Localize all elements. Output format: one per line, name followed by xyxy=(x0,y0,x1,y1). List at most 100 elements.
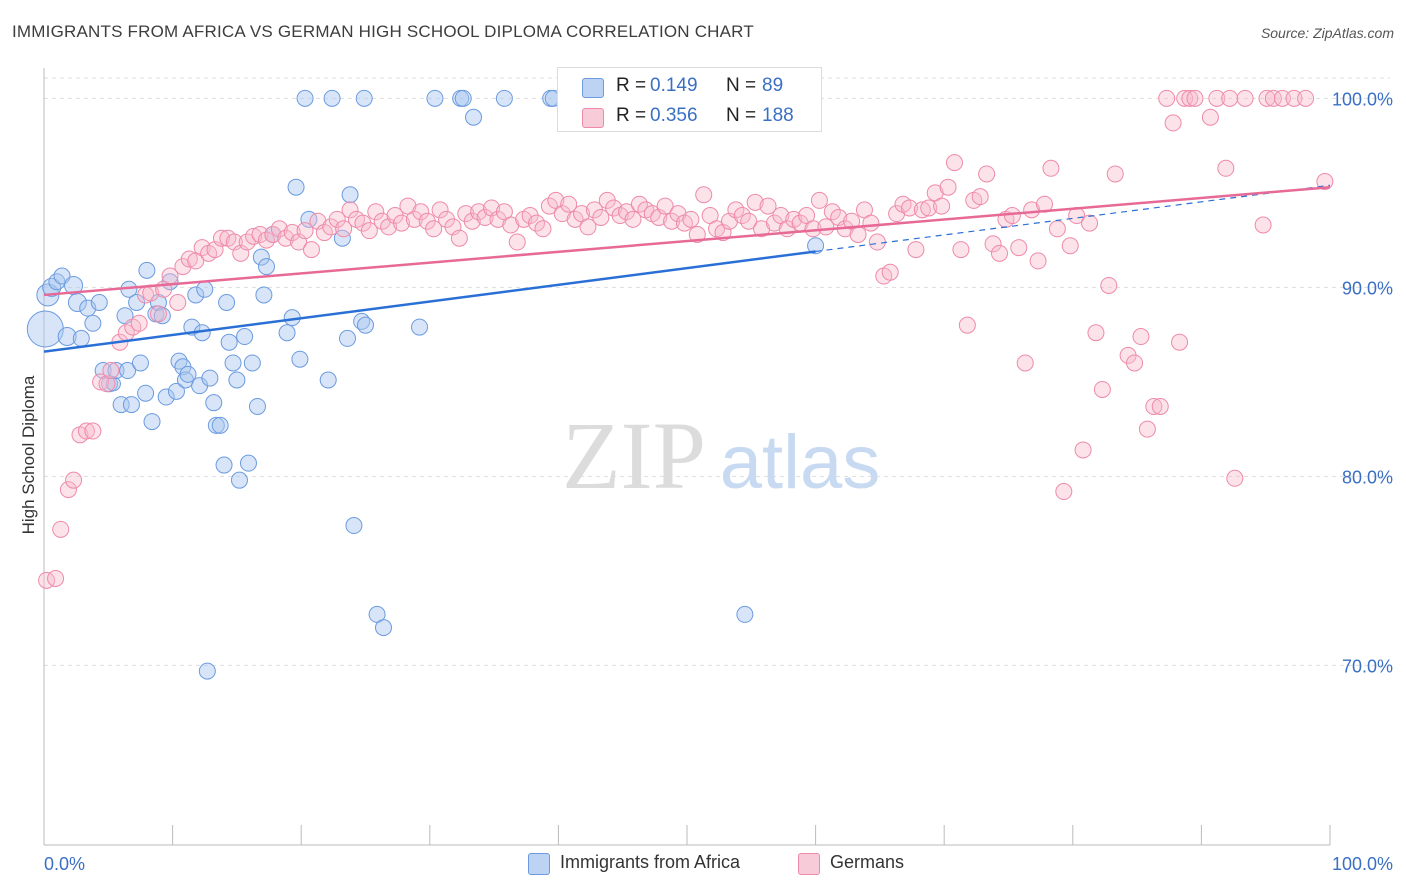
point-immigrants-from-africa xyxy=(201,369,219,387)
point-germans xyxy=(1158,89,1176,107)
point-germans xyxy=(881,263,899,281)
bottom-legend-label-africa: Immigrants from Africa xyxy=(560,852,741,872)
point-germans xyxy=(270,220,288,238)
point-germans xyxy=(283,224,301,242)
point-germans xyxy=(1138,420,1156,438)
point-germans xyxy=(180,250,198,268)
point-immigrants-from-africa xyxy=(119,362,137,380)
point-germans xyxy=(630,195,648,213)
point-immigrants-from-africa xyxy=(105,376,121,392)
point-immigrants-from-africa xyxy=(215,456,233,474)
point-germans xyxy=(425,220,443,238)
point-immigrants-from-africa xyxy=(411,318,429,336)
point-germans xyxy=(688,225,706,243)
point-immigrants-from-africa xyxy=(107,362,125,380)
point-germans xyxy=(47,569,65,587)
point-germans xyxy=(669,205,687,223)
point-germans xyxy=(77,422,95,440)
point-germans xyxy=(1217,159,1235,177)
point-immigrants-from-africa xyxy=(243,354,261,372)
point-germans xyxy=(933,197,951,215)
point-germans xyxy=(592,208,610,226)
point-germans xyxy=(695,186,713,204)
point-immigrants-from-africa xyxy=(239,454,257,472)
point-immigrants-from-africa xyxy=(220,333,238,351)
point-immigrants-from-africa xyxy=(57,327,77,347)
trend-line-africa-extension xyxy=(815,184,1331,253)
point-immigrants-from-africa xyxy=(84,314,102,332)
watermark-zip: ZIP xyxy=(562,402,706,509)
point-germans xyxy=(1236,89,1254,107)
point-germans xyxy=(753,220,771,238)
point-germans xyxy=(341,201,359,219)
legend-row-germans: R = 0.356 N = 188 xyxy=(558,102,821,132)
point-germans xyxy=(579,218,597,236)
point-germans xyxy=(990,244,1008,262)
point-immigrants-from-africa xyxy=(236,328,254,346)
point-germans xyxy=(1016,354,1034,372)
point-immigrants-from-africa xyxy=(248,397,266,415)
point-germans xyxy=(296,222,314,240)
point-germans xyxy=(984,235,1002,253)
point-germans xyxy=(1074,441,1092,459)
point-germans xyxy=(169,294,187,311)
point-germans xyxy=(450,229,468,247)
point-germans xyxy=(212,229,230,247)
tick-labels: 70.0% 80.0% 90.0% 100.0% 0.0% 100.0% xyxy=(44,89,1393,874)
legend-r-label: R = xyxy=(616,75,647,96)
point-germans xyxy=(920,199,938,217)
point-germans xyxy=(868,233,886,251)
point-germans xyxy=(740,212,758,230)
point-germans xyxy=(888,205,906,223)
point-germans xyxy=(1081,214,1099,232)
point-immigrants-from-africa xyxy=(26,310,64,348)
legend-r-label: R = xyxy=(616,105,647,126)
correlation-legend: R = 0.149 N = 89 R = 0.356 N = 188 xyxy=(557,67,822,132)
point-immigrants-from-africa xyxy=(252,248,270,266)
gridlines xyxy=(44,77,1390,666)
point-germans xyxy=(373,212,391,230)
point-germans xyxy=(900,199,918,217)
point-germans xyxy=(470,203,488,221)
point-germans xyxy=(1048,220,1066,238)
point-germans xyxy=(84,422,102,440)
point-germans xyxy=(1106,165,1124,183)
point-germans xyxy=(257,231,275,249)
point-germans xyxy=(1042,159,1060,177)
point-germans xyxy=(1176,89,1194,107)
point-germans xyxy=(1029,252,1047,270)
point-germans xyxy=(367,203,385,221)
point-germans xyxy=(251,225,269,243)
point-immigrants-from-africa xyxy=(196,280,214,298)
point-germans xyxy=(59,481,77,499)
y-tick-label: 100.0% xyxy=(1332,89,1393,109)
legend-n-value-africa: 89 xyxy=(762,75,784,96)
axes xyxy=(43,68,1331,846)
point-germans xyxy=(1208,89,1226,107)
source-label: Source: ZipAtlas.com xyxy=(1260,25,1394,41)
point-germans xyxy=(264,225,282,243)
point-germans xyxy=(393,214,411,232)
point-germans xyxy=(92,373,110,391)
point-immigrants-from-africa xyxy=(345,517,363,535)
point-germans xyxy=(746,193,764,211)
point-germans xyxy=(238,233,256,251)
point-germans xyxy=(1087,324,1105,342)
point-germans xyxy=(952,241,970,259)
point-immigrants-from-africa xyxy=(90,294,108,311)
point-germans xyxy=(1254,216,1272,234)
point-germans xyxy=(862,214,880,232)
trend-lines xyxy=(43,184,1331,353)
legend-swatch-africa xyxy=(582,78,604,98)
point-immigrants-from-africa xyxy=(143,413,161,431)
point-immigrants-from-africa xyxy=(323,89,341,107)
point-immigrants-from-africa xyxy=(255,286,273,304)
point-immigrants-from-africa xyxy=(807,237,825,255)
point-germans xyxy=(193,239,211,257)
point-immigrants-from-africa xyxy=(357,316,374,334)
point-germans xyxy=(1226,469,1244,487)
point-germans xyxy=(412,203,430,221)
legend-n-label: N = xyxy=(726,75,757,96)
point-immigrants-from-africa xyxy=(426,89,444,107)
trend-line-germans xyxy=(43,185,1331,297)
